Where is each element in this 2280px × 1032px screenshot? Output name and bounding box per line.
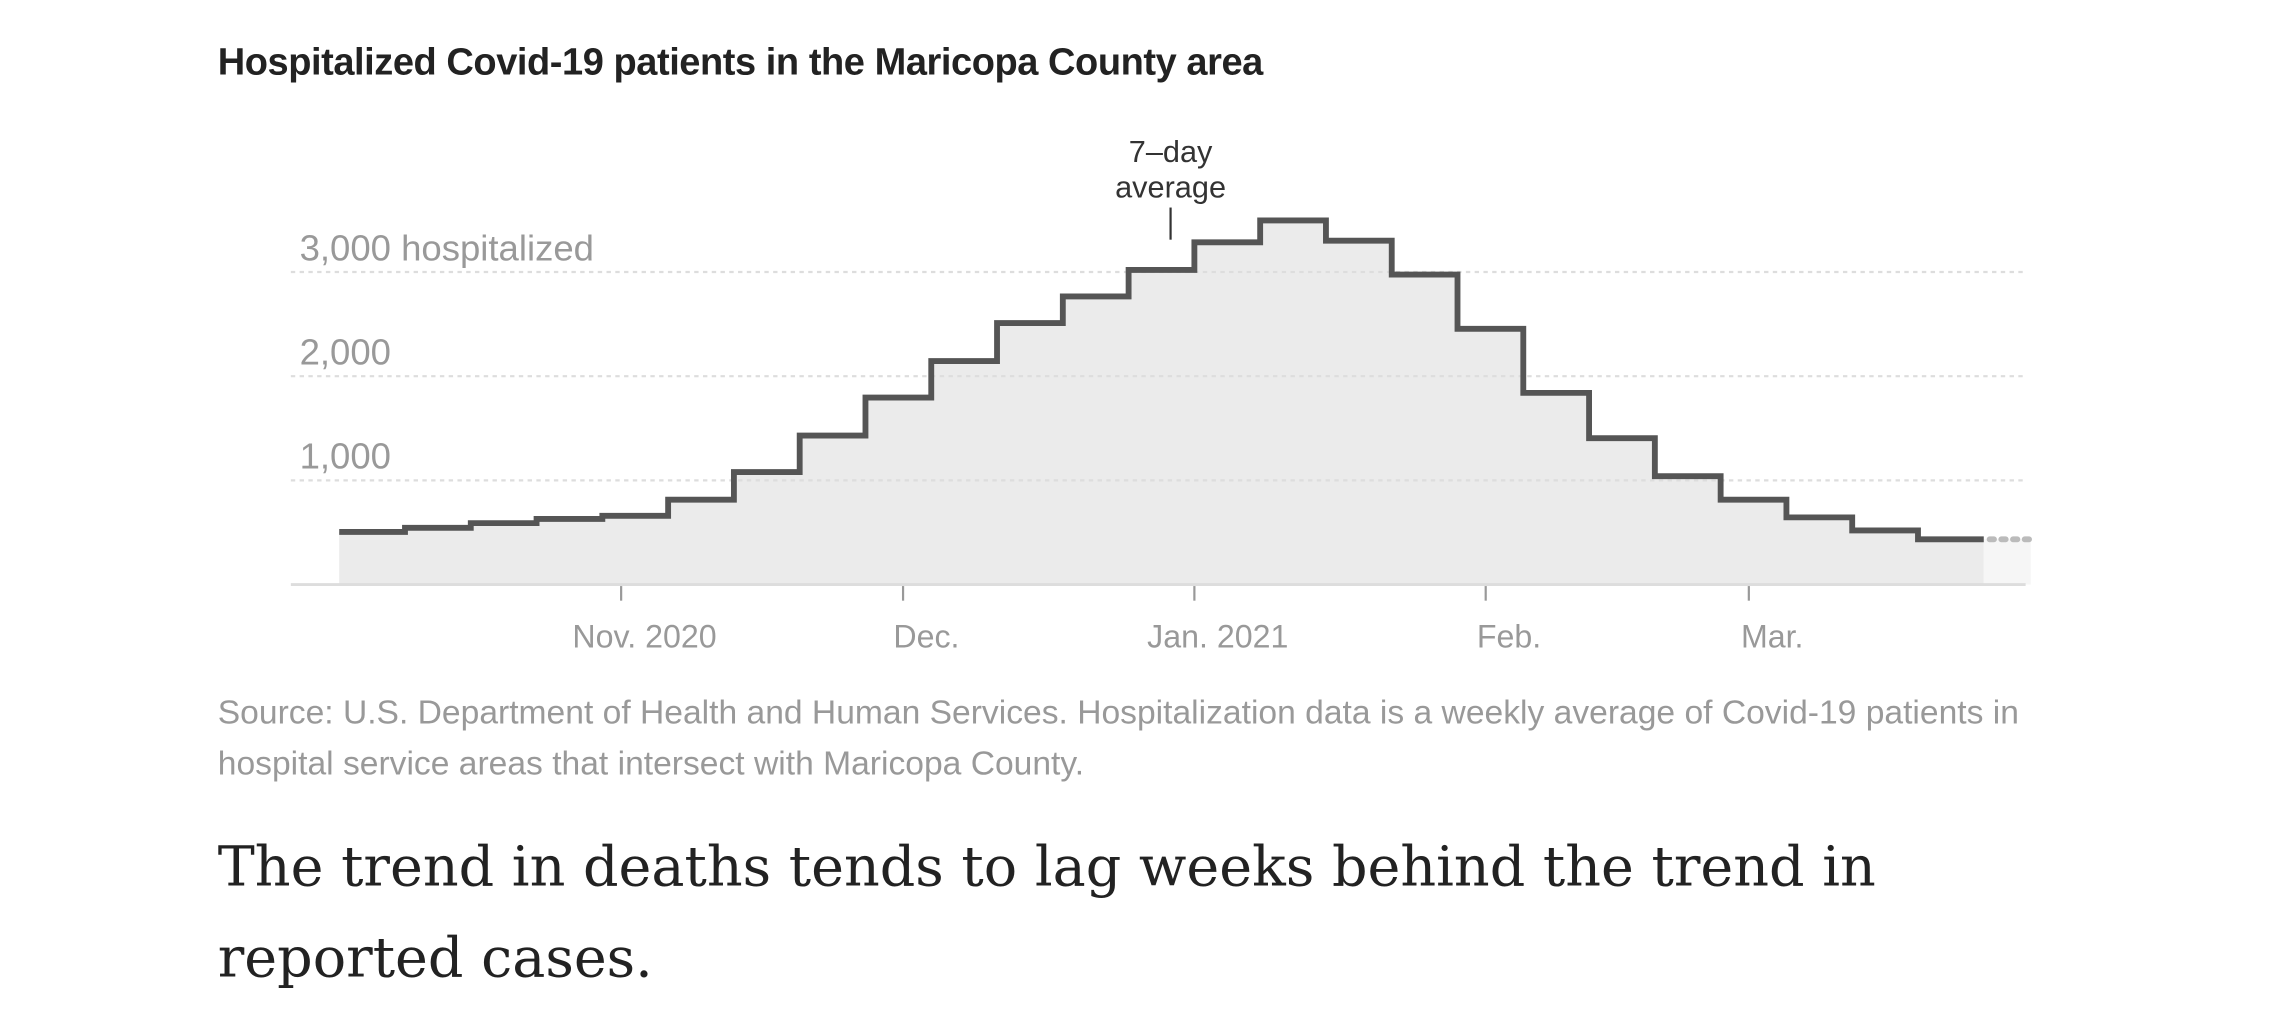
annotation-label: average bbox=[1115, 169, 1226, 204]
incomplete-area bbox=[1983, 539, 2031, 585]
y-tick-label: 3,000 hospitalized bbox=[300, 227, 594, 268]
x-tick-label: Dec. bbox=[893, 618, 959, 654]
y-tick-label: 1,000 bbox=[300, 436, 391, 477]
chart-plot: 1,000 2,000 3,000 hospitalized Nov. 2020 Dec… bbox=[290, 134, 2034, 654]
y-tick-label: 2,000 bbox=[300, 331, 391, 372]
x-tick-label: Mar. bbox=[1741, 618, 1804, 654]
source-note: Source: U.S. Department of Health and Hu… bbox=[217, 692, 2019, 782]
article-paragraph: The trend in deaths tends to lag weeks b… bbox=[217, 834, 1876, 990]
x-tick-label: Nov. 2020 bbox=[572, 618, 716, 654]
annotation-label: 7–day bbox=[1129, 134, 1213, 169]
x-tick-label: Feb. bbox=[1477, 618, 1541, 654]
chart-title: Hospitalized Covid-19 patients in the Ma… bbox=[217, 39, 1264, 84]
area-fill bbox=[339, 220, 1984, 585]
series-line-7-day-average bbox=[339, 217, 1984, 543]
x-tick-label: Jan. 2021 bbox=[1147, 618, 1288, 654]
